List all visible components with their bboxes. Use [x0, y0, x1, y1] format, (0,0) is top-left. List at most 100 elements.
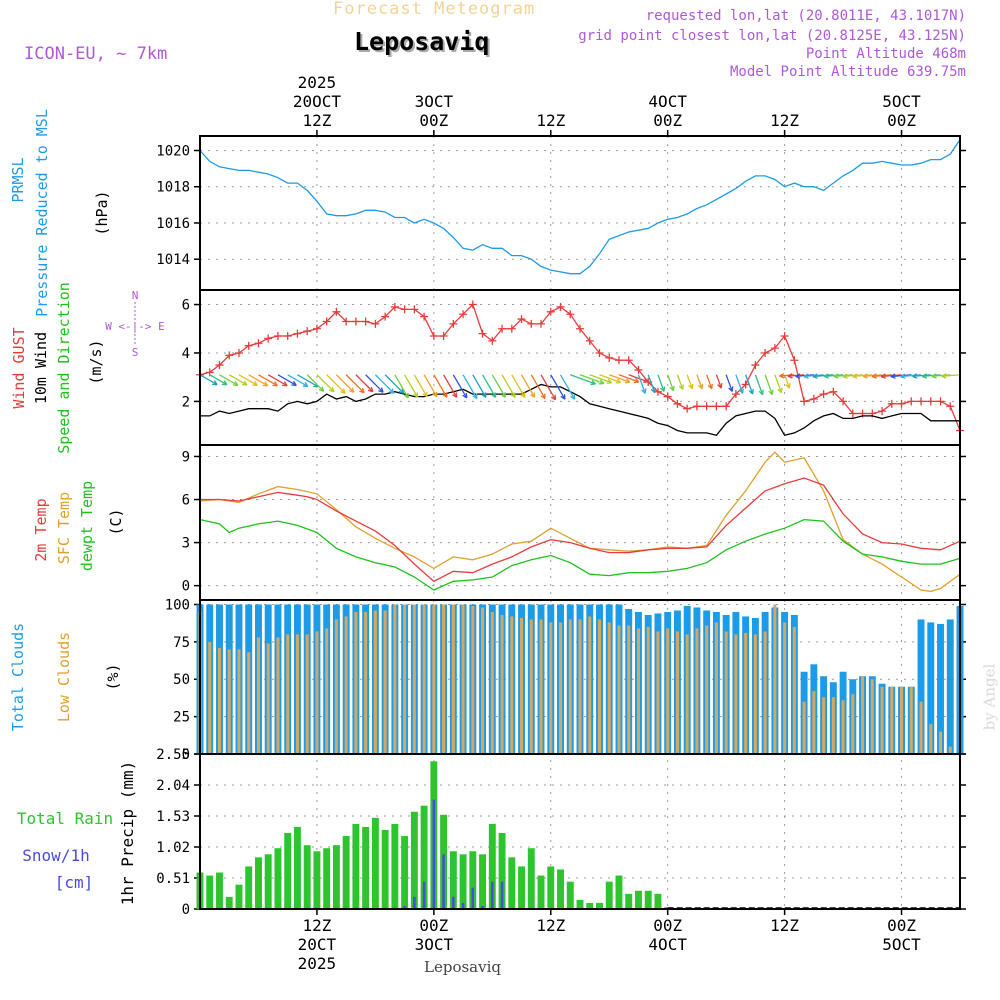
wind-arrow	[443, 374, 458, 398]
rain-bar	[352, 823, 360, 909]
low-cloud-bar	[237, 649, 241, 754]
gust-marker	[332, 307, 341, 316]
snow-bar	[452, 896, 455, 909]
wind-arrowhead	[669, 385, 675, 392]
rain-bar	[596, 902, 603, 909]
series-sfc-temp	[199, 451, 961, 593]
wind-arrowhead	[842, 373, 848, 379]
wind-arrow	[637, 374, 646, 394]
low-cloud-bar	[617, 625, 621, 754]
compass-south: S	[132, 346, 139, 359]
low-cloud-bar	[597, 619, 602, 754]
gust-marker	[829, 387, 838, 396]
y-tick-label: 6	[182, 493, 190, 509]
gust-marker	[907, 397, 916, 406]
wind-arrow	[297, 374, 319, 388]
wind-arrow	[559, 374, 576, 400]
wind-arrowhead	[633, 377, 640, 384]
rain-bar	[537, 875, 545, 909]
low-cloud-bar	[442, 604, 446, 754]
gust-marker	[312, 324, 321, 333]
top-time-label: 00Z	[653, 111, 682, 130]
gust-marker	[429, 332, 438, 341]
requested-coords: requested lon,lat (20.8011E, 43.1017N)	[645, 8, 966, 24]
wind-arrow	[852, 374, 873, 378]
total-rain-label: Total Rain	[17, 809, 113, 828]
gust-marker	[371, 319, 380, 328]
bottom-time-label: 5OCT	[882, 935, 921, 954]
bottom-time-label: 3OCT	[415, 935, 454, 954]
wind-arrow	[550, 374, 566, 400]
wind-arrow	[199, 374, 218, 386]
gust-marker	[761, 348, 770, 357]
series-10m-wind	[200, 383, 960, 437]
gust-marker	[254, 339, 263, 348]
snow-bar	[432, 799, 436, 909]
gust-marker	[624, 356, 633, 365]
panel-frame	[199, 289, 961, 446]
series-2m-temp	[200, 477, 961, 583]
wind-10m-label: 10m Wind	[32, 332, 50, 404]
gust-marker	[917, 397, 926, 406]
rain-bar	[293, 826, 301, 909]
low-cloud-bar	[773, 604, 777, 754]
gust-marker	[897, 399, 906, 408]
wind-arrowhead	[540, 393, 546, 400]
y-tick-label: 0	[182, 747, 190, 763]
wind-arrowhead	[422, 391, 428, 398]
wind-arrow	[912, 374, 931, 378]
low-cloud-bar	[870, 679, 874, 754]
wind-arrow	[764, 374, 773, 395]
wind-arrow	[462, 374, 478, 399]
wind-arrowhead	[880, 373, 887, 379]
wind-arrowhead	[590, 379, 596, 386]
footer-location: Leposaviq	[424, 958, 501, 976]
y-tick-label: 1014	[156, 252, 190, 268]
panel-frame	[199, 444, 961, 601]
wind-unit-label: (m/s)	[87, 339, 105, 384]
temp-2m-label: 2m Temp	[32, 498, 50, 561]
low-cloud-bar	[549, 622, 553, 754]
wind-arrowhead	[642, 377, 649, 383]
wind-arrow	[745, 374, 754, 395]
wind-arrowhead	[871, 373, 877, 379]
wind-arrow	[754, 374, 764, 395]
low-cloud-bar	[266, 643, 270, 754]
wind-arrow	[784, 374, 791, 389]
wind-arrowhead	[606, 378, 613, 384]
rain-bar	[644, 890, 652, 909]
wind-arrowhead	[403, 392, 409, 399]
y-tick-label: 1018	[156, 180, 190, 196]
wind-arrow	[433, 374, 448, 398]
bottom-time-label: 4OCT	[648, 935, 687, 954]
top-time-label: 12Z	[536, 111, 565, 130]
wind-arrowhead	[650, 387, 656, 394]
bottom-time-label: 12Z	[770, 916, 799, 935]
wind-arrowhead	[413, 392, 419, 398]
panel-frame	[199, 135, 961, 291]
gust-marker	[517, 315, 526, 324]
low-cloud-bar	[900, 686, 904, 754]
snow-bar	[413, 896, 416, 909]
low-cloud-bar	[490, 611, 494, 754]
wind-arrow	[365, 374, 384, 393]
gust-marker	[244, 341, 253, 350]
wind-arrowhead	[262, 381, 269, 387]
wind-arrowhead	[560, 394, 566, 400]
rain-bar	[479, 854, 487, 909]
low-cloud-bar	[344, 616, 348, 754]
wind-arrow	[579, 374, 605, 385]
gust-marker	[400, 305, 409, 314]
rain-bar	[342, 836, 350, 909]
rain-bar	[508, 857, 516, 909]
gust-marker	[459, 310, 468, 319]
wind-arrowhead	[598, 379, 605, 385]
series-wind-gust	[199, 303, 961, 431]
wind-arrowhead	[302, 381, 309, 388]
snow-bar	[481, 905, 484, 909]
low-cloud-bar	[841, 700, 845, 754]
point-altitude: Point Altitude 468m	[805, 46, 966, 62]
wind-arrowhead	[941, 373, 947, 379]
low-cloud-bar	[334, 619, 338, 754]
wind-arrowhead	[348, 387, 355, 393]
